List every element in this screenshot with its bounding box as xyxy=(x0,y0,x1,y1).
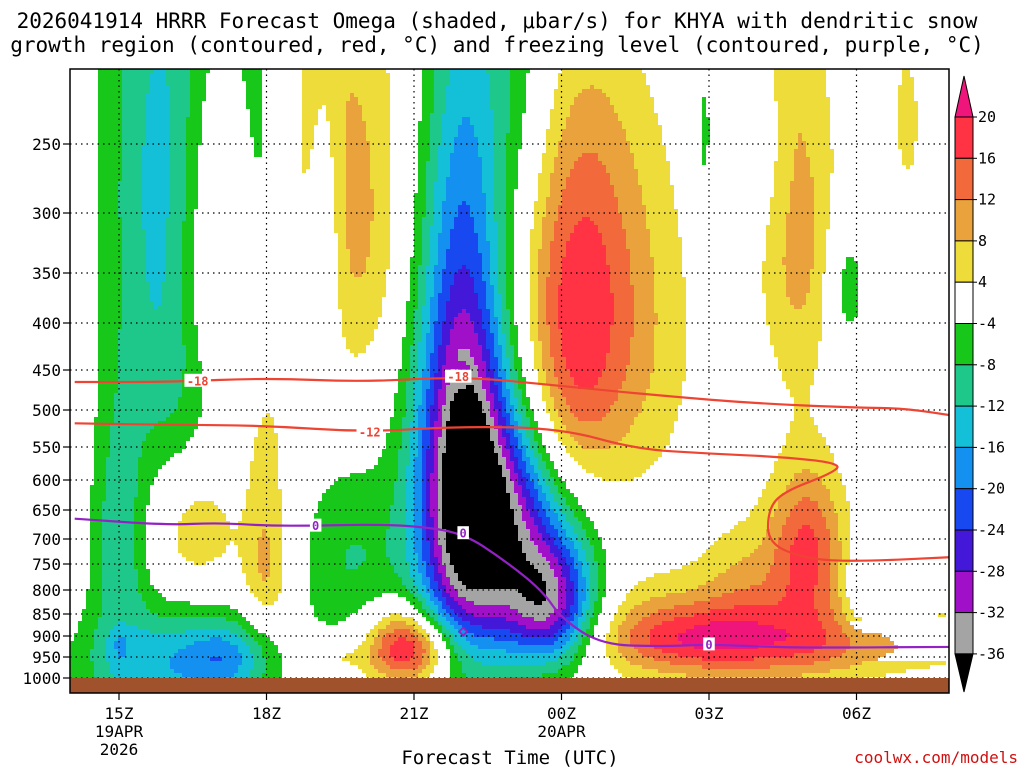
colorbar-label: -20 xyxy=(978,480,1005,498)
x-tick-date: 20APR xyxy=(537,722,586,741)
contour-label-bg xyxy=(457,526,469,540)
x-tick-label: 03Z xyxy=(695,704,724,723)
x-axis-label: Forecast Time (UTC) xyxy=(401,747,618,768)
x-tick-label: 00Z xyxy=(547,704,576,723)
colorbar-label: -32 xyxy=(978,604,1005,622)
x-tick-label: 18Z xyxy=(252,704,281,723)
colorbar-swatch xyxy=(954,529,974,572)
colorbar-bottom-arrow xyxy=(954,653,974,693)
x-tick-label: 06Z xyxy=(842,704,871,723)
colorbar-top-arrow xyxy=(954,75,974,118)
y-tick-label: 800 xyxy=(32,581,61,600)
colorbar-swatch xyxy=(954,281,974,325)
colorbar-swatch xyxy=(954,364,974,407)
colorbar-swatch xyxy=(954,405,974,448)
y-tick-label: 600 xyxy=(32,471,61,490)
colorbar-label: -8 xyxy=(978,356,996,374)
omega-band xyxy=(210,201,578,661)
y-tick-label: 450 xyxy=(32,361,61,380)
colorbar-swatch xyxy=(954,323,974,366)
y-tick-label: 950 xyxy=(32,648,61,667)
ground-surface xyxy=(70,678,949,693)
y-tick-label: 850 xyxy=(32,605,61,624)
colorbar-swatch xyxy=(954,240,974,283)
omega-band xyxy=(438,349,558,621)
y-tick-label: 700 xyxy=(32,530,61,549)
contour-label: 0 xyxy=(705,638,712,652)
colorbar-label: -12 xyxy=(978,397,1005,415)
omega-band xyxy=(106,69,590,681)
contour-label: -18 xyxy=(187,374,209,388)
omega-band xyxy=(442,385,546,605)
colorbar: 20 16 12 8 4 -4 -8 -12 -16 -20 -24 -28 -32 -36 xyxy=(954,75,1005,693)
contour-label: 0 xyxy=(460,527,467,541)
y-tick-label: 1000 xyxy=(22,669,61,688)
omega-shading xyxy=(70,69,946,681)
y-tick-label: 400 xyxy=(32,314,61,333)
plot-frame xyxy=(69,68,950,694)
contour-label: -18 xyxy=(447,370,469,384)
y-tick-label: 350 xyxy=(32,264,61,283)
colorbar-label: 16 xyxy=(978,149,996,167)
contour-label-bg xyxy=(184,373,211,387)
omega-band xyxy=(390,217,826,661)
colorbar-swatch xyxy=(954,157,974,201)
colorbar-swatch xyxy=(954,116,974,159)
contour-label-bg xyxy=(445,369,472,383)
contour-label-bg xyxy=(703,637,715,651)
x-tick-year: 2026 xyxy=(100,740,139,759)
contour-label: -12 xyxy=(359,425,381,439)
x-tick-date: 19APR xyxy=(95,722,144,741)
y-tick-label: 750 xyxy=(32,555,61,574)
y-tick-label: 250 xyxy=(32,135,61,154)
y-tick-label: 900 xyxy=(32,627,61,646)
colorbar-label: 8 xyxy=(978,232,987,250)
colorbar-label: -4 xyxy=(978,315,996,333)
omega-band xyxy=(90,69,598,681)
contour-label-bg xyxy=(309,518,322,532)
credit-text: coolwx.com/models xyxy=(854,748,1018,767)
colorbar-label: -28 xyxy=(978,562,1005,580)
contour-label-bg xyxy=(356,424,383,438)
y-tick-label: 550 xyxy=(32,438,61,457)
colorbar-swatch xyxy=(954,446,974,490)
y-axis: 250 300 350 400 450 500 550 600 650 700 750 800 850 9… xyxy=(22,135,70,688)
gridlines xyxy=(70,69,949,679)
colorbar-label: -24 xyxy=(978,521,1005,539)
y-tick-label: 650 xyxy=(32,501,61,520)
colorbar-swatch xyxy=(954,612,974,655)
colorbar-swatch xyxy=(954,199,974,242)
colorbar-label: 20 xyxy=(978,108,996,126)
chart-title: 2026041914 HRRR Forecast Omega (shaded, … xyxy=(17,9,978,33)
contours: -18 -18 -12 0 0 0 xyxy=(74,369,949,652)
colorbar-swatch xyxy=(954,570,974,614)
y-tick-label: 300 xyxy=(32,204,61,223)
omega-band xyxy=(378,153,850,669)
colorbar-swatch xyxy=(954,488,974,531)
x-tick-label: 15Z xyxy=(105,704,134,723)
colorbar-label: -16 xyxy=(978,438,1005,456)
chart-title-line2: growth region (contoured, red, °C) and f… xyxy=(10,33,984,57)
colorbar-label: 4 xyxy=(978,273,987,291)
contour-dgz-minus12 xyxy=(74,422,949,562)
plot-area: -18 -18 -12 0 0 0 xyxy=(70,69,949,693)
x-tick-label: 21Z xyxy=(400,704,429,723)
colorbar-label: 12 xyxy=(978,191,996,209)
colorbar-label: -36 xyxy=(978,645,1005,663)
freezing-level-blip xyxy=(457,626,469,637)
contour-label: 0 xyxy=(312,519,319,533)
y-tick-label: 500 xyxy=(32,401,61,420)
